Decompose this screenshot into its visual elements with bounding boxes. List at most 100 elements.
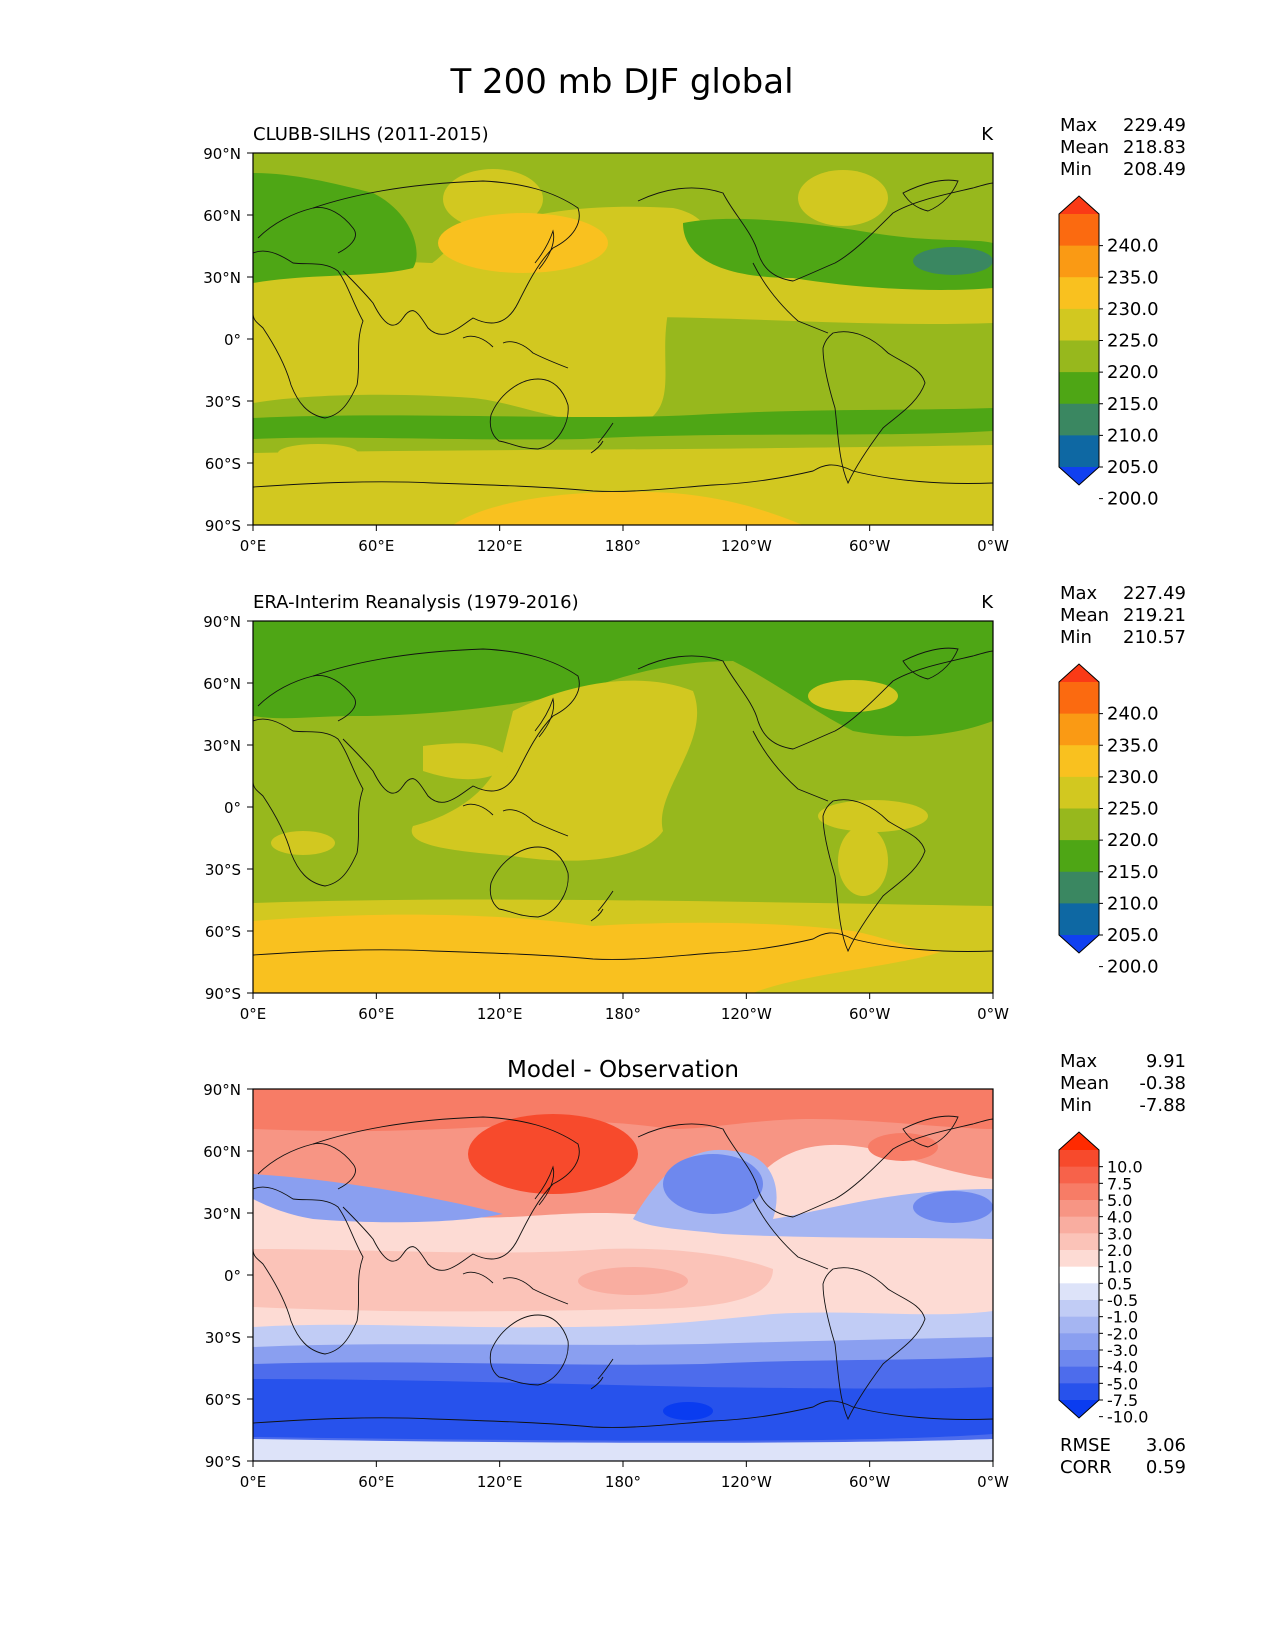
stat-value-min: 208.49 <box>1123 159 1186 180</box>
colorbar-label: 205.0 <box>1107 925 1159 946</box>
colorbar-segment <box>1059 403 1099 436</box>
colorbar-segment <box>1059 776 1099 810</box>
figure-title: T 200 mb DJF global <box>449 62 793 102</box>
panel-left-title: CLUBB-SILHS (2011-2015) <box>253 124 489 145</box>
colorbar-segment <box>1059 713 1099 746</box>
colorbar-label: -7.5 <box>1107 1391 1138 1410</box>
stat-value-max: 227.49 <box>1123 583 1186 604</box>
panel-2: ERA-Interim Reanalysis (1979-2016) K 90°N 6… <box>203 583 1186 1023</box>
colorbar-segment <box>1059 1366 1099 1384</box>
lat-label: 30°N <box>203 1205 241 1223</box>
stat-label-max: Max <box>1060 1051 1098 1072</box>
colorbar-label: -4.0 <box>1107 1358 1138 1377</box>
map-area: 90°N 60°N 30°N 0° 30°S 60°S 90°S 0°E 60°E 120°E 18… <box>203 1081 1009 1491</box>
stat-value-max: 229.49 <box>1123 115 1186 136</box>
colorbar-segment <box>1059 808 1099 841</box>
lat-label: 90°N <box>203 145 241 163</box>
colorbar-segment <box>1059 745 1099 778</box>
colorbar-segment <box>1059 435 1099 468</box>
lon-label: 0°W <box>977 1005 1009 1023</box>
colorbar-label: 225.0 <box>1107 331 1159 352</box>
colorbar-label: 235.0 <box>1107 267 1159 288</box>
stat-value-min: 210.57 <box>1123 627 1186 648</box>
lon-label: 0°E <box>240 1473 267 1491</box>
lat-label: 0° <box>224 799 241 817</box>
lon-label: 60°E <box>358 1473 394 1491</box>
contour-fill <box>253 153 993 525</box>
lon-label: 0°W <box>977 537 1009 555</box>
colorbar-segment <box>1059 840 1099 873</box>
rmse-value: 3.06 <box>1146 1435 1186 1456</box>
colorbar-label: 5.0 <box>1107 1191 1132 1210</box>
colorbar-label: 10.0 <box>1107 1158 1143 1177</box>
lat-label: 60°N <box>203 1143 241 1161</box>
colorbar-segment <box>1059 871 1099 904</box>
lon-label: 0°E <box>240 537 267 555</box>
colorbar-label: 215.0 <box>1107 862 1159 883</box>
colorbar-label: -3.0 <box>1107 1341 1138 1360</box>
lat-label: 60°N <box>203 207 241 225</box>
lat-label: 30°S <box>205 393 241 411</box>
stat-label-mean: Mean <box>1060 137 1109 158</box>
colorbar-label: 240.0 <box>1107 236 1159 257</box>
colorbar-segment <box>1059 1200 1099 1218</box>
lat-label: 60°S <box>205 1391 241 1409</box>
lat-label: 90°N <box>203 613 241 631</box>
colorbar-label: -2.0 <box>1107 1324 1138 1343</box>
colorbar-label: -5.0 <box>1107 1374 1138 1393</box>
stat-value-mean: 218.83 <box>1123 137 1186 158</box>
colorbar-label: 1.0 <box>1107 1258 1132 1277</box>
lon-label: 120°W <box>721 537 772 555</box>
stat-value-max: 9.91 <box>1146 1051 1186 1072</box>
colorbar-segment <box>1059 277 1099 310</box>
lat-label: 60°S <box>205 923 241 941</box>
colorbar-label: 210.0 <box>1107 893 1159 914</box>
colorbar-segment <box>1059 1150 1099 1168</box>
colorbar-segment <box>1059 1350 1099 1368</box>
colorbar-segment <box>1059 214 1099 247</box>
colorbar-segment <box>1059 1216 1099 1234</box>
colorbar-label: 4.0 <box>1107 1208 1132 1227</box>
contour-fill <box>253 1089 993 1461</box>
corr-label: CORR <box>1060 1457 1112 1478</box>
lat-label: 0° <box>224 1267 241 1285</box>
colorbar-extend-max <box>1059 196 1099 214</box>
colorbar-label: 200.0 <box>1107 489 1159 510</box>
stat-value-mean: 219.21 <box>1123 605 1186 626</box>
colorbar-label: 7.5 <box>1107 1174 1132 1193</box>
colorbar-segment <box>1059 1183 1099 1201</box>
colorbar-label: 220.0 <box>1107 362 1159 383</box>
lat-label: 60°S <box>205 455 241 473</box>
panels: CLUBB-SILHS (2011-2015) K 90°N 60°N 30°N 0° 30… <box>203 115 1186 1491</box>
colorbar-label: 215.0 <box>1107 394 1159 415</box>
lat-label: 30°S <box>205 1329 241 1347</box>
colorbar-label: 230.0 <box>1107 767 1159 788</box>
colorbar-segment <box>1059 903 1099 936</box>
lat-label: 90°N <box>203 1081 241 1099</box>
colorbar-extend-min <box>1059 467 1099 485</box>
colorbar: 10.07.55.04.03.02.01.00.5-0.5-1.0-2.0-3.… <box>1058 1131 1148 1427</box>
lat-label: 30°S <box>205 861 241 879</box>
stat-label-min: Min <box>1060 627 1092 648</box>
lon-label: 0°W <box>977 1473 1009 1491</box>
colorbar-label: 205.0 <box>1107 457 1159 478</box>
colorbar-label: 240.0 <box>1107 704 1159 725</box>
lon-label: 60°E <box>358 1005 394 1023</box>
map-area: 90°N 60°N 30°N 0° 30°S 60°S 90°S 0°E 60°E 120°E 18… <box>203 145 1009 555</box>
panel-left-title: ERA-Interim Reanalysis (1979-2016) <box>253 592 579 613</box>
colorbar-label: 200.0 <box>1107 957 1159 978</box>
lat-label: 60°N <box>203 675 241 693</box>
panel-units: K <box>981 124 994 145</box>
lon-label: 120°E <box>477 537 523 555</box>
colorbar-segment <box>1059 1166 1099 1184</box>
colorbar-label: 220.0 <box>1107 830 1159 851</box>
colorbar-segment <box>1059 340 1099 373</box>
colorbar-segment <box>1059 308 1099 342</box>
corr-value: 0.59 <box>1146 1457 1186 1478</box>
colorbar-label: -0.5 <box>1107 1291 1138 1310</box>
lon-label: 120°E <box>477 1473 523 1491</box>
stat-label-mean: Mean <box>1060 605 1109 626</box>
colorbar-extend-min <box>1059 935 1099 953</box>
lon-label: 60°W <box>849 1473 891 1491</box>
lon-label: 180° <box>605 1005 641 1023</box>
